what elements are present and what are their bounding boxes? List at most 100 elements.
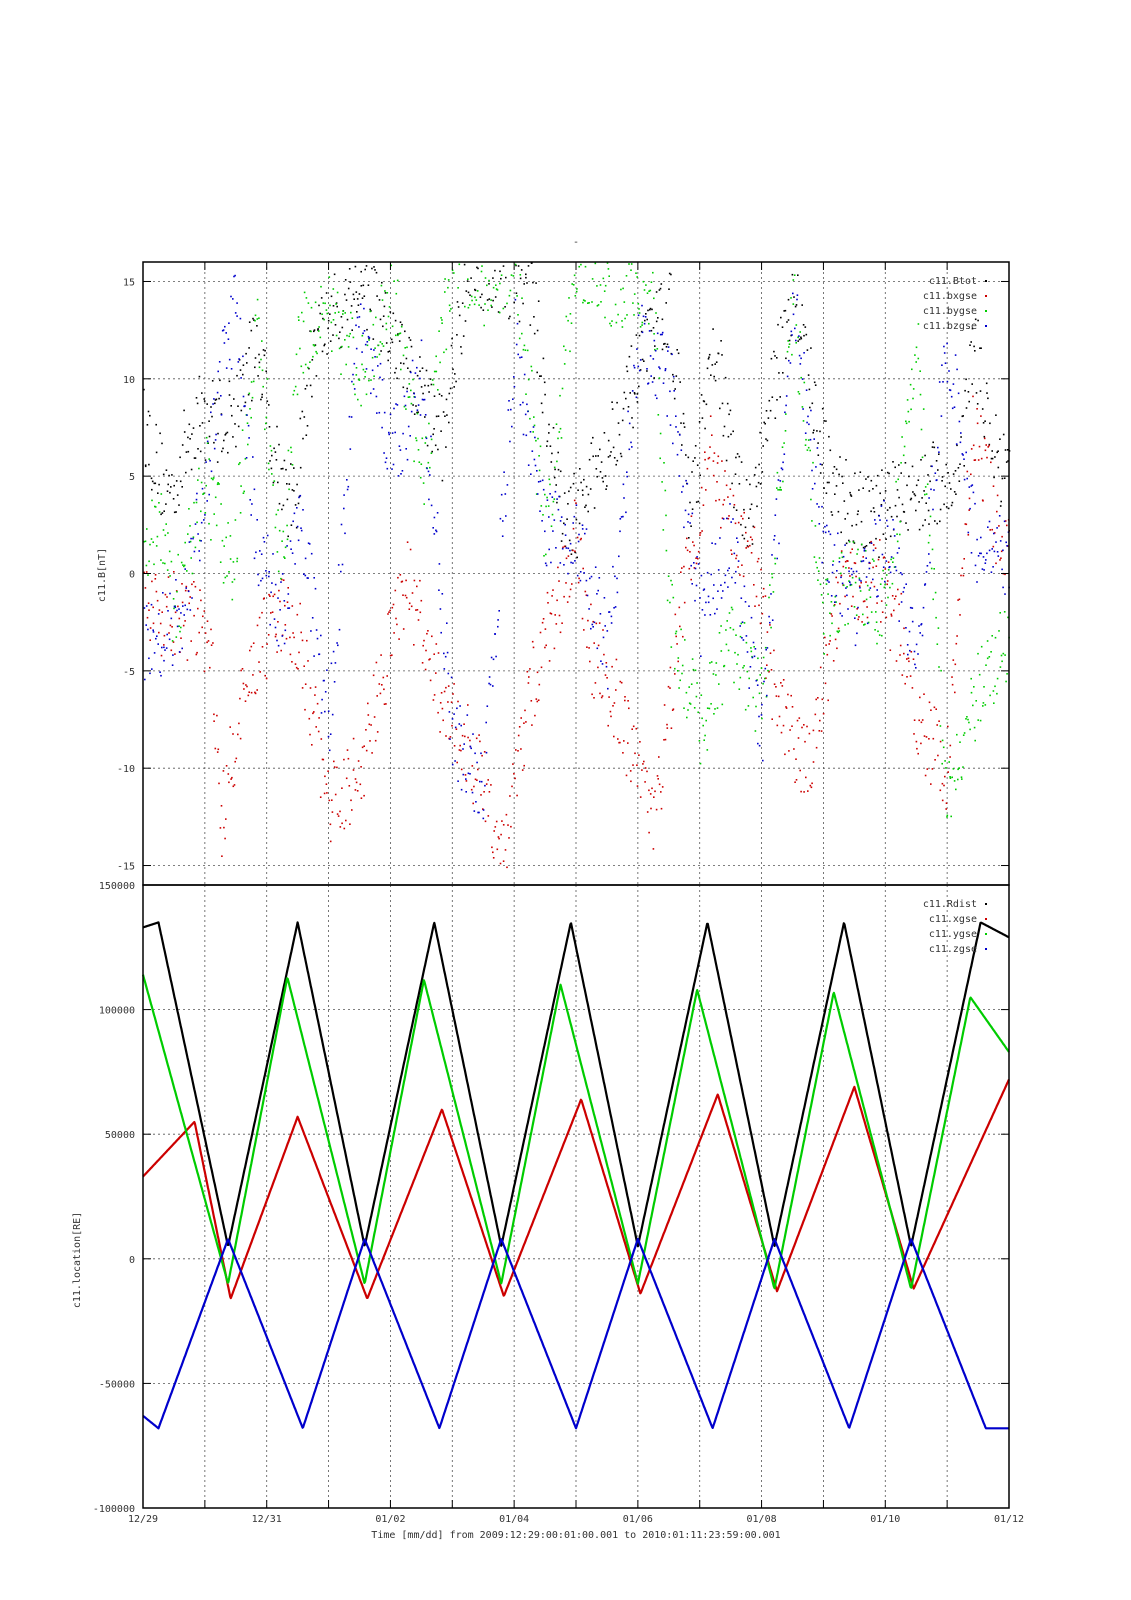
data-point xyxy=(837,631,840,634)
data-point xyxy=(466,280,469,282)
data-point xyxy=(433,395,436,397)
data-point xyxy=(889,535,892,538)
data-point xyxy=(653,339,656,342)
data-point xyxy=(167,576,170,578)
data-point xyxy=(326,353,328,355)
data-point xyxy=(791,334,793,336)
data-point xyxy=(171,640,174,642)
data-point xyxy=(813,556,816,558)
data-point xyxy=(290,524,293,526)
data-point xyxy=(541,479,544,482)
data-point xyxy=(154,574,157,576)
data-point xyxy=(476,290,479,292)
data-point xyxy=(996,527,998,529)
data-point xyxy=(484,303,486,305)
data-point xyxy=(522,348,525,351)
legend-label: c11.ygse xyxy=(929,929,977,940)
data-point xyxy=(484,277,487,279)
data-point xyxy=(842,584,845,587)
data-point xyxy=(636,764,638,766)
data-point xyxy=(969,344,971,346)
data-point xyxy=(812,461,814,464)
data-point xyxy=(868,561,871,564)
data-point xyxy=(330,295,333,298)
data-point xyxy=(949,756,951,758)
data-point xyxy=(671,709,674,711)
data-point xyxy=(938,453,940,455)
data-point xyxy=(636,393,639,395)
top-grid xyxy=(143,262,1009,885)
data-point xyxy=(858,579,861,581)
data-point xyxy=(713,375,715,378)
data-point xyxy=(973,686,975,688)
data-point xyxy=(239,737,242,740)
data-point xyxy=(784,430,787,432)
data-point xyxy=(677,431,679,433)
data-point xyxy=(729,627,732,629)
data-point xyxy=(590,575,593,578)
data-point xyxy=(664,369,667,372)
data-point xyxy=(832,564,834,566)
data-point xyxy=(594,566,597,568)
data-point xyxy=(901,674,904,676)
data-point xyxy=(687,709,689,711)
data-point xyxy=(823,653,825,655)
data-point xyxy=(320,285,322,288)
data-point xyxy=(720,597,723,599)
top-series-c11-bzgse xyxy=(143,274,1010,820)
data-point xyxy=(677,670,679,672)
data-point xyxy=(215,398,218,401)
data-point xyxy=(560,437,563,439)
data-point xyxy=(836,570,838,572)
data-point xyxy=(564,349,567,351)
data-point xyxy=(967,531,970,534)
data-point xyxy=(817,579,819,581)
data-point xyxy=(369,310,372,313)
data-point xyxy=(323,792,326,795)
data-point xyxy=(849,494,852,496)
data-point xyxy=(299,417,302,420)
data-point xyxy=(187,450,190,453)
data-point xyxy=(911,607,914,609)
data-point xyxy=(178,504,180,506)
data-point xyxy=(712,474,715,477)
data-point xyxy=(457,780,459,782)
data-point xyxy=(382,676,385,679)
data-point xyxy=(459,744,461,747)
data-point xyxy=(958,420,961,423)
data-point xyxy=(356,790,359,792)
data-point xyxy=(410,410,413,413)
data-point xyxy=(971,327,974,330)
data-point xyxy=(376,695,378,697)
data-point xyxy=(899,654,901,656)
data-point xyxy=(265,574,268,577)
data-point xyxy=(347,757,350,760)
data-point xyxy=(256,298,259,301)
data-point xyxy=(480,752,482,755)
data-point xyxy=(649,355,652,357)
legend-label: c11.bxgse xyxy=(923,291,977,302)
data-point xyxy=(443,652,445,655)
data-point xyxy=(802,420,805,422)
data-point xyxy=(297,539,300,542)
data-point xyxy=(595,455,597,457)
data-point xyxy=(776,487,778,489)
data-point xyxy=(267,462,270,465)
data-point xyxy=(421,367,424,369)
data-point xyxy=(931,548,934,551)
data-point xyxy=(730,606,733,609)
data-point xyxy=(625,365,628,368)
data-point xyxy=(491,306,493,308)
data-point xyxy=(911,620,914,623)
data-point xyxy=(479,296,482,298)
data-point xyxy=(802,324,805,326)
data-point xyxy=(763,421,765,424)
data-point xyxy=(619,518,622,520)
data-point xyxy=(586,594,589,597)
data-point xyxy=(724,470,726,472)
data-point xyxy=(929,561,931,564)
data-point xyxy=(478,304,480,306)
data-point xyxy=(245,352,247,355)
data-point xyxy=(343,827,346,830)
